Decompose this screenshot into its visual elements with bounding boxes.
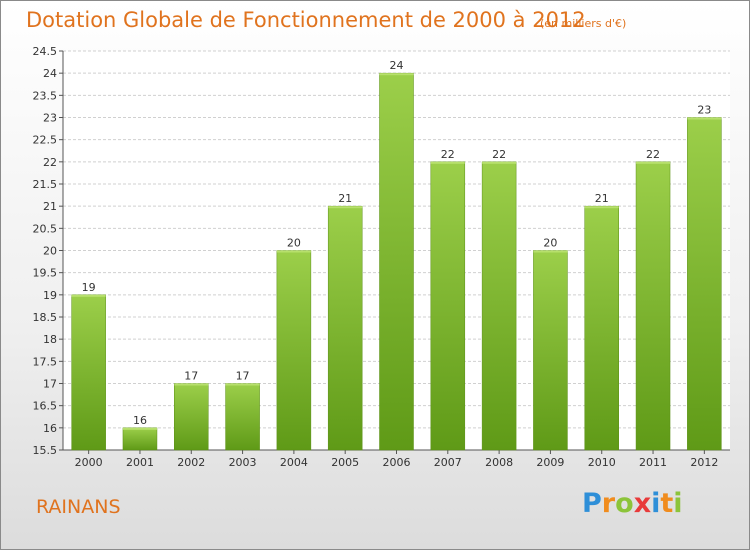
y-tick-label: 21.5 bbox=[33, 178, 58, 191]
data-label: 21 bbox=[595, 192, 609, 205]
logo-letter: r bbox=[601, 488, 616, 519]
y-tick-label: 17 bbox=[43, 378, 57, 391]
bar-highlight bbox=[174, 383, 209, 386]
bar-highlight bbox=[533, 250, 568, 253]
data-label: 19 bbox=[82, 281, 96, 294]
data-label: 22 bbox=[646, 148, 660, 161]
x-tick-label: 2008 bbox=[485, 456, 513, 469]
x-tick-label: 2009 bbox=[536, 456, 564, 469]
y-tick-label: 19 bbox=[43, 289, 57, 302]
data-label: 17 bbox=[184, 370, 198, 383]
bar bbox=[533, 250, 568, 451]
bar bbox=[327, 205, 363, 451]
y-tick-label: 24 bbox=[43, 67, 57, 80]
x-tick-label: 2003 bbox=[229, 456, 257, 469]
data-label: 23 bbox=[697, 104, 711, 117]
data-label: 24 bbox=[390, 59, 404, 72]
bar-highlight bbox=[687, 117, 722, 120]
proxiti-logo[interactable]: Proxiti bbox=[582, 488, 683, 519]
data-label: 22 bbox=[492, 148, 506, 161]
logo-letter: i bbox=[673, 488, 683, 519]
bar bbox=[584, 205, 619, 451]
bar-highlight bbox=[225, 383, 260, 386]
labels: 15.5 16 16.5 17 17.5 18 18.5 19 19.5 20 20.5 21 21.5… bbox=[33, 45, 719, 469]
x-tick-label: 2012 bbox=[690, 456, 718, 469]
x-tick-label: 2005 bbox=[331, 456, 359, 469]
x-tick-label: 2011 bbox=[639, 456, 667, 469]
data-label: 22 bbox=[441, 148, 455, 161]
bar-highlight bbox=[482, 161, 517, 164]
bar bbox=[687, 117, 722, 451]
bar-highlight bbox=[636, 161, 671, 164]
bar bbox=[276, 250, 312, 451]
bar-highlight bbox=[379, 73, 414, 76]
x-tick-label: 2004 bbox=[280, 456, 308, 469]
x-tick-label: 2002 bbox=[177, 456, 205, 469]
x-tick-label: 2000 bbox=[75, 456, 103, 469]
commune-name: RAINANS bbox=[36, 496, 121, 518]
bars bbox=[71, 72, 722, 451]
data-label: 16 bbox=[133, 414, 147, 427]
bar bbox=[481, 161, 517, 451]
y-tick-label: 20.5 bbox=[33, 222, 58, 235]
logo-letter: t bbox=[660, 488, 674, 519]
bar-highlight bbox=[584, 206, 619, 209]
y-tick-label: 19.5 bbox=[33, 267, 58, 280]
y-tick-label: 23.5 bbox=[33, 89, 58, 102]
y-tick-label: 23 bbox=[43, 112, 57, 125]
logo-letter: x bbox=[633, 488, 652, 519]
logo-letter: o bbox=[615, 488, 634, 519]
chart-title: Dotation Globale de Fonctionnement de 20… bbox=[26, 8, 586, 32]
x-tick-label: 2006 bbox=[383, 456, 411, 469]
bar bbox=[430, 161, 466, 451]
bar bbox=[174, 383, 209, 451]
data-label: 17 bbox=[236, 370, 250, 383]
bar-highlight bbox=[430, 161, 465, 164]
bar-highlight bbox=[71, 294, 106, 297]
data-label: 20 bbox=[543, 237, 557, 250]
bar bbox=[122, 427, 158, 451]
y-tick-label: 21 bbox=[43, 200, 57, 213]
bar-highlight bbox=[122, 427, 157, 430]
y-tick-label: 22.5 bbox=[33, 134, 58, 147]
y-tick-label: 18 bbox=[43, 333, 57, 346]
y-tick-label: 16 bbox=[43, 422, 57, 435]
bar bbox=[71, 294, 106, 451]
logo-letter: P bbox=[582, 488, 602, 519]
logo-letter: i bbox=[651, 488, 661, 519]
data-label: 20 bbox=[287, 237, 301, 250]
y-tick-label: 16.5 bbox=[33, 400, 58, 413]
unit-note: (en milliers d'€) bbox=[540, 17, 627, 30]
y-tick-label: 18.5 bbox=[33, 311, 58, 324]
y-tick-label: 15.5 bbox=[33, 444, 58, 457]
bar-highlight bbox=[328, 206, 363, 209]
y-tick-label: 17.5 bbox=[33, 355, 58, 368]
y-tick-label: 20 bbox=[43, 245, 57, 258]
x-tick-label: 2010 bbox=[588, 456, 616, 469]
data-label: 21 bbox=[338, 192, 352, 205]
y-tick-label: 24.5 bbox=[33, 45, 58, 58]
bar bbox=[379, 72, 414, 451]
x-tick-label: 2001 bbox=[126, 456, 154, 469]
y-tick-label: 22 bbox=[43, 156, 57, 169]
bar-highlight bbox=[276, 250, 311, 253]
bar bbox=[225, 383, 260, 451]
bar bbox=[635, 161, 671, 451]
x-tick-label: 2007 bbox=[434, 456, 462, 469]
